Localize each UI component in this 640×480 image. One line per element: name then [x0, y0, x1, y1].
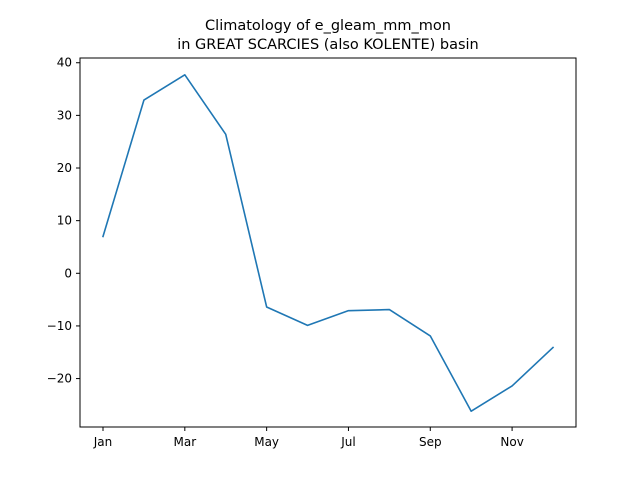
y-axis: −20 −10 0 10 20 30 40 [47, 56, 80, 386]
x-axis: Jan Mar May Jul Sep Nov [93, 427, 524, 449]
y-tick-label: −10 [47, 319, 72, 333]
x-tick-label: Mar [173, 435, 196, 449]
chart-title-line-2: in GREAT SCARCIES (also KOLENTE) basin [177, 37, 479, 53]
x-tick-label: Jul [340, 435, 355, 449]
x-tick-label: Jan [93, 435, 113, 449]
y-tick-label: 30 [57, 108, 72, 122]
x-tick-label: May [254, 435, 279, 449]
x-tick-label: Sep [419, 435, 442, 449]
y-tick-label: 0 [64, 266, 72, 280]
y-tick-label: 20 [57, 161, 72, 175]
y-tick-label: −20 [47, 372, 72, 386]
series-line-0 [102, 74, 555, 413]
y-tick-label: 40 [57, 56, 72, 70]
x-tick-label: Nov [500, 435, 523, 449]
chart-title-line-1: Climatology of e_gleam_mm_mon [205, 18, 451, 34]
y-tick-label: 10 [57, 214, 72, 228]
plot-area-frame [79, 57, 577, 428]
series-group [102, 74, 555, 413]
